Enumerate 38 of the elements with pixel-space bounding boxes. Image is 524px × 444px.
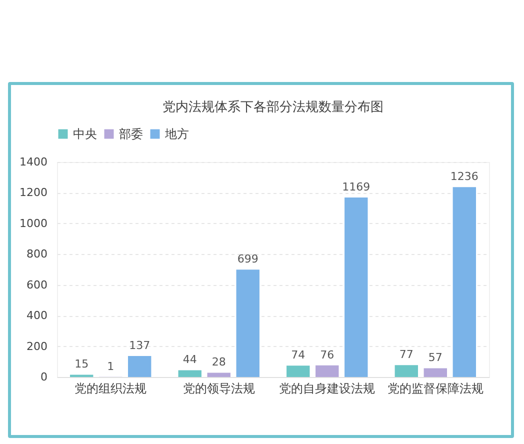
data-label: 699	[237, 252, 258, 266]
legend-label: 地方	[164, 127, 189, 141]
legend-label: 中央	[73, 127, 97, 141]
x-tick-label: 党的领导法规	[182, 382, 255, 396]
data-label: 1236	[450, 170, 478, 184]
y-tick-label: 1000	[20, 216, 48, 230]
x-tick-label: 党的组织法规	[74, 382, 147, 396]
legend-label: 部委	[119, 127, 143, 141]
bar	[452, 187, 476, 377]
data-label: 74	[291, 348, 306, 362]
data-label: 77	[399, 348, 414, 362]
y-tick-label: 1200	[20, 186, 48, 200]
bar	[207, 372, 230, 377]
bar	[344, 197, 368, 377]
data-label: 76	[320, 348, 334, 362]
y-tick-label: 600	[26, 278, 48, 292]
data-label: 44	[182, 353, 197, 366]
data-label: 137	[129, 338, 150, 352]
chart-title: 党内法规体系下各部分法规数量分布图	[162, 100, 384, 115]
y-tick-label: 200	[26, 340, 48, 353]
data-label: 1169	[342, 180, 370, 194]
y-tick-label: 0	[40, 370, 48, 384]
data-label: 1	[107, 360, 114, 373]
bar	[316, 365, 339, 377]
y-tick-label: 400	[26, 309, 48, 322]
bar	[394, 365, 418, 377]
y-tick-label: 1400	[20, 156, 48, 168]
bar	[236, 270, 260, 377]
x-tick-label: 党的监督保障法规	[387, 382, 484, 396]
data-label: 28	[212, 356, 226, 369]
data-label: 15	[74, 358, 89, 371]
bar	[286, 366, 310, 377]
bar	[424, 368, 448, 377]
x-tick-label: 党的自身建设法规	[279, 382, 376, 396]
data-label: 57	[428, 351, 442, 364]
bar	[178, 370, 202, 377]
bar	[128, 356, 152, 377]
y-tick-label: 800	[26, 248, 48, 261]
